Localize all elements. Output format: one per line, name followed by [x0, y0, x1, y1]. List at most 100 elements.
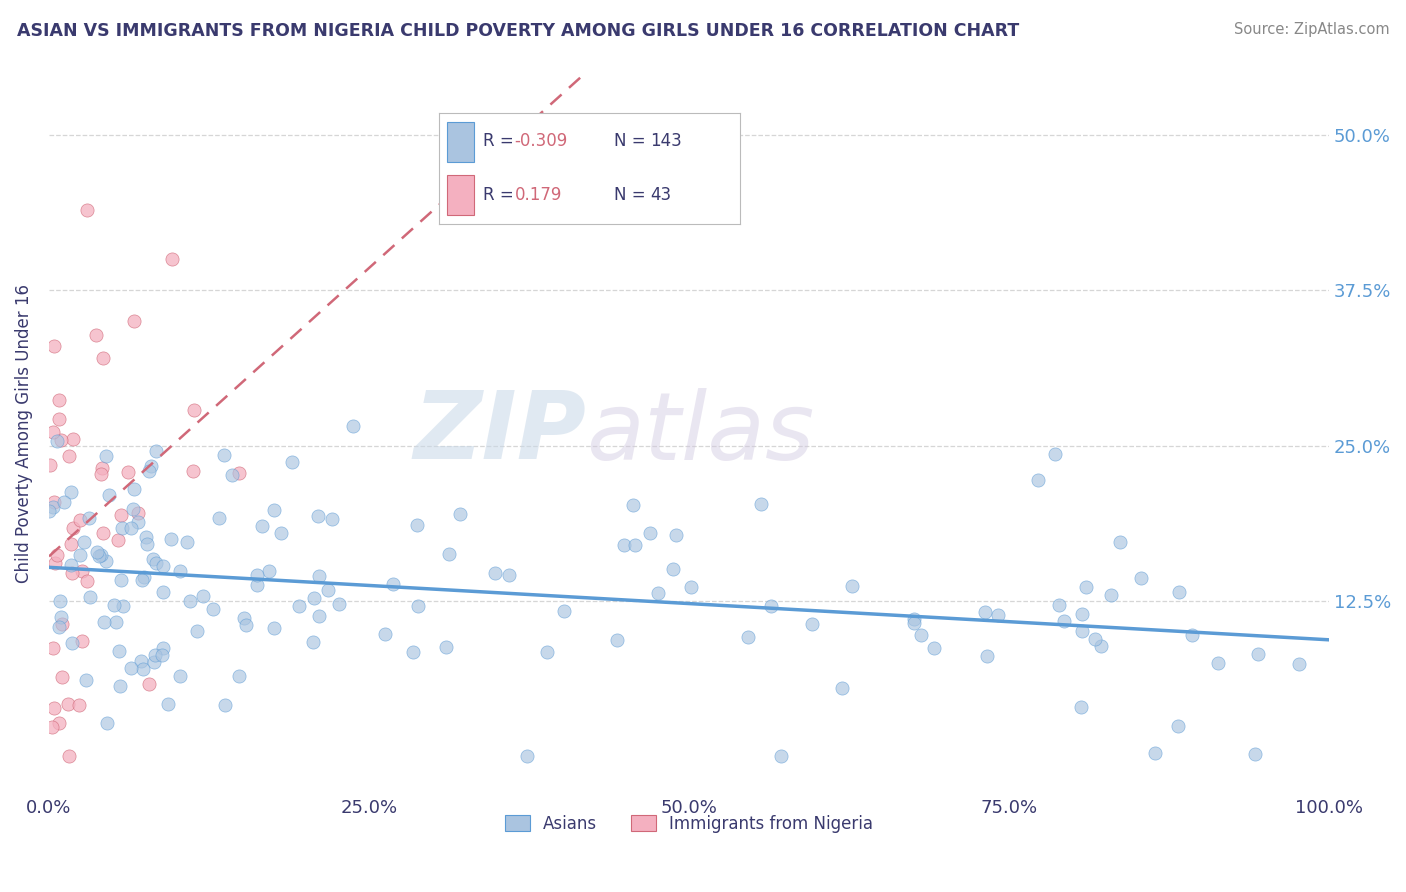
- Point: [42, 700, 65, 714]
- Point: [104, 615, 127, 629]
- Point: [145, 443, 167, 458]
- Point: [152, 559, 174, 574]
- Point: [46, 434, 69, 448]
- Point: [606, 633, 628, 648]
- Point: [1167, 719, 1189, 733]
- Point: [1247, 648, 1270, 662]
- Point: [665, 527, 688, 541]
- Point: [831, 681, 853, 695]
- Point: [91, 351, 114, 365]
- Point: [160, 532, 183, 546]
- Point: [1047, 598, 1070, 612]
- Point: [288, 599, 311, 613]
- Point: [176, 535, 198, 549]
- Point: [624, 538, 647, 552]
- Point: [56, 697, 79, 711]
- Point: [49, 433, 72, 447]
- Point: [41, 720, 63, 734]
- Point: [59, 558, 82, 572]
- Point: [76, 202, 98, 217]
- Point: [621, 498, 644, 512]
- Point: [613, 538, 636, 552]
- Point: [62, 433, 84, 447]
- Point: [94, 450, 117, 464]
- Text: atlas: atlas: [586, 388, 814, 479]
- Point: [107, 533, 129, 547]
- Point: [86, 545, 108, 559]
- Point: [1288, 657, 1310, 671]
- Point: [38, 504, 60, 518]
- Point: [42, 495, 65, 509]
- Point: [263, 621, 285, 635]
- Point: [84, 328, 107, 343]
- Point: [318, 582, 340, 597]
- Point: [250, 519, 273, 533]
- Point: [974, 605, 997, 619]
- Point: [58, 749, 80, 764]
- Point: [94, 554, 117, 568]
- Point: [156, 697, 179, 711]
- Point: [152, 641, 174, 656]
- Point: [42, 500, 65, 514]
- Point: [179, 594, 201, 608]
- Point: [498, 568, 520, 582]
- Point: [120, 521, 142, 535]
- Point: [142, 656, 165, 670]
- Point: [302, 591, 325, 605]
- Point: [638, 525, 661, 540]
- Point: [302, 634, 325, 648]
- Point: [922, 640, 945, 655]
- Point: [910, 628, 932, 642]
- Point: [1070, 699, 1092, 714]
- Point: [342, 418, 364, 433]
- Point: [516, 749, 538, 764]
- Point: [48, 716, 70, 731]
- Point: [233, 611, 256, 625]
- Point: [208, 511, 231, 525]
- Text: ZIP: ZIP: [413, 387, 586, 479]
- Point: [321, 512, 343, 526]
- Legend: Asians, Immigrants from Nigeria: Asians, Immigrants from Nigeria: [498, 808, 880, 839]
- Point: [214, 698, 236, 712]
- Point: [90, 467, 112, 482]
- Text: Source: ZipAtlas.com: Source: ZipAtlas.com: [1233, 22, 1389, 37]
- Point: [181, 464, 204, 478]
- Point: [1084, 632, 1107, 646]
- Point: [1129, 571, 1152, 585]
- Point: [1208, 657, 1230, 671]
- Point: [245, 568, 267, 582]
- Point: [186, 624, 208, 639]
- Point: [111, 521, 134, 535]
- Point: [150, 648, 173, 662]
- Point: [202, 602, 225, 616]
- Point: [73, 534, 96, 549]
- Point: [800, 617, 823, 632]
- Point: [770, 749, 793, 764]
- Point: [749, 497, 772, 511]
- Point: [139, 459, 162, 474]
- Point: [42, 640, 65, 655]
- Point: [160, 252, 183, 267]
- Point: [328, 597, 350, 611]
- Point: [976, 649, 998, 664]
- Point: [436, 640, 458, 654]
- Point: [51, 610, 73, 624]
- Point: [1070, 607, 1092, 621]
- Point: [1109, 535, 1132, 549]
- Point: [1243, 747, 1265, 762]
- Point: [58, 449, 80, 463]
- Point: [761, 599, 783, 613]
- Point: [46, 548, 69, 562]
- Point: [127, 515, 149, 529]
- Point: [59, 537, 82, 551]
- Point: [127, 507, 149, 521]
- Point: [62, 521, 84, 535]
- Point: [142, 552, 165, 566]
- Point: [536, 645, 558, 659]
- Point: [122, 501, 145, 516]
- Point: [72, 634, 94, 648]
- Point: [138, 677, 160, 691]
- Point: [1043, 447, 1066, 461]
- Point: [681, 580, 703, 594]
- Point: [39, 458, 62, 472]
